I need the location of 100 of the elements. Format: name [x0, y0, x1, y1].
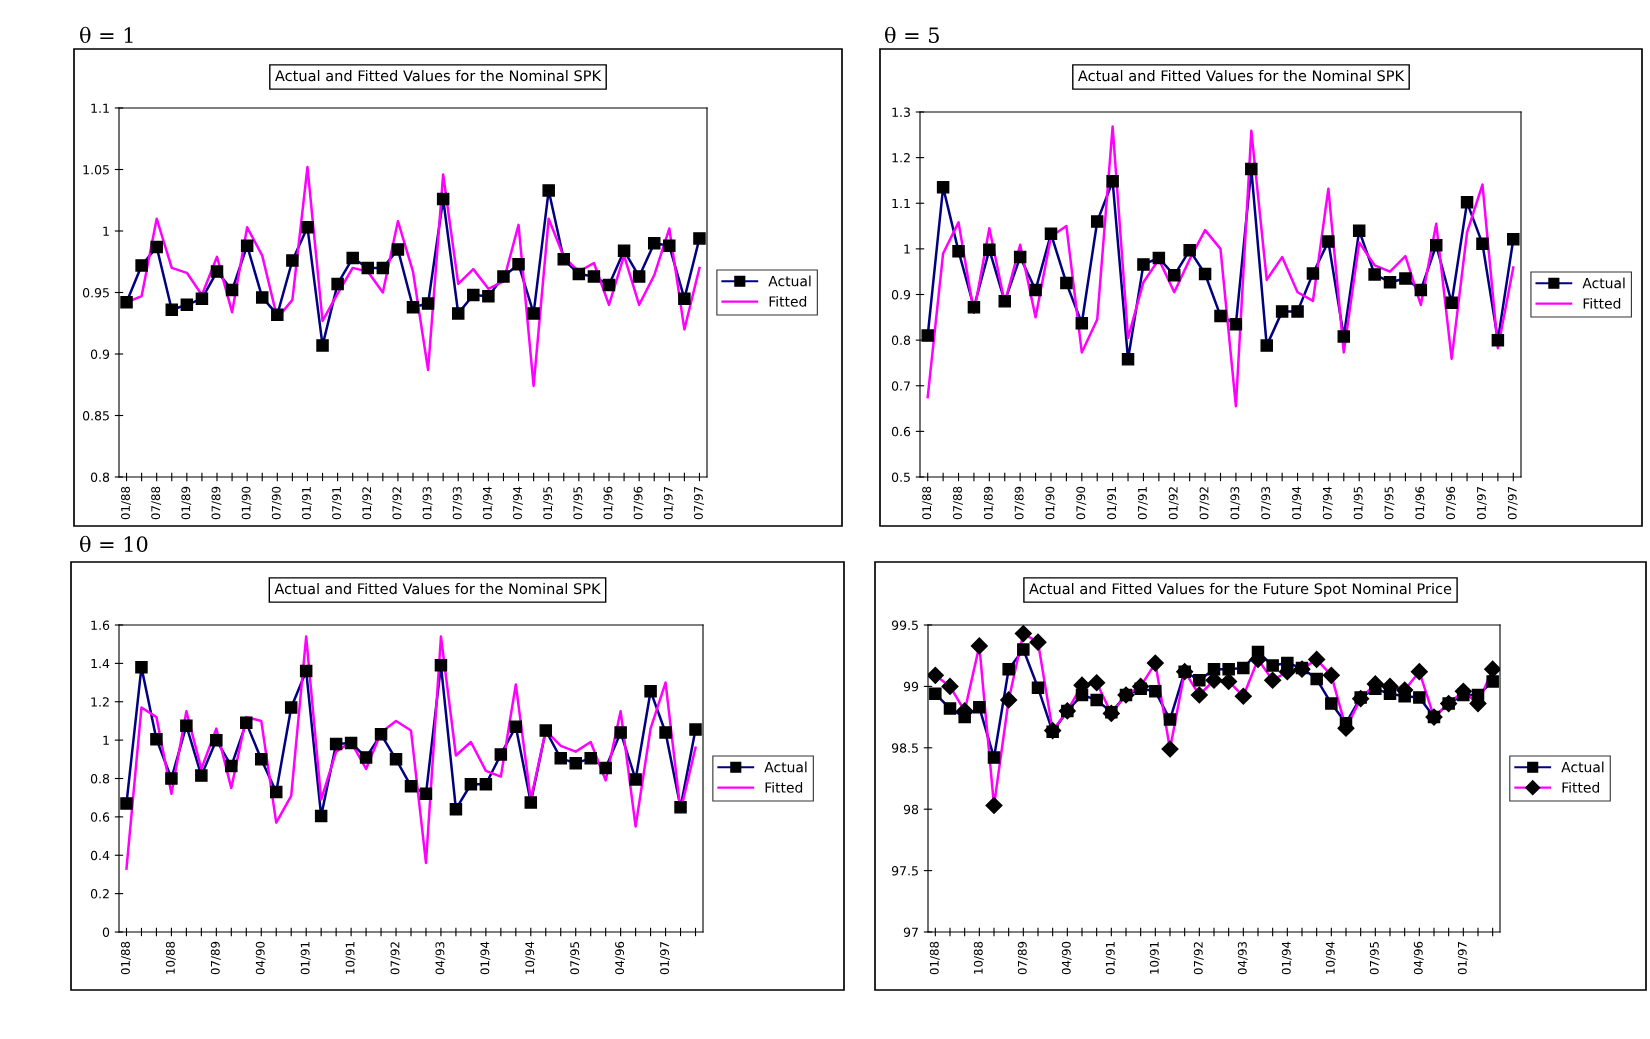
x-tick-label: 01/88: [121, 486, 131, 520]
legend-label: Fitted: [1583, 297, 1621, 309]
x-tick-label: 01/88: [922, 486, 933, 520]
x-tick-label: 07/92: [1199, 487, 1210, 520]
y-tick-label: 97.5: [891, 866, 918, 876]
chart-title: Actual and Fitted Values for the Future Spot Nominal Price: [1029, 582, 1452, 598]
chart-title: Actual and Fitted Values for the Nominal SPK: [1078, 69, 1405, 82]
x-tick-label: 01/91: [300, 942, 311, 975]
legend-label: Fitted: [1562, 781, 1600, 793]
legend-label: Fitted: [769, 295, 807, 307]
text: θ = 5: [885, 26, 939, 44]
x-tick-label: 07/89: [1017, 941, 1028, 975]
x-tick-label: 04/96: [615, 941, 625, 975]
y-tick-label: 1.1: [892, 198, 910, 208]
x-tick-label: 01/96: [603, 486, 614, 520]
x-tick-label: 10/94: [525, 941, 536, 974]
x-tick-label: 01/94: [1292, 486, 1302, 520]
x-tick-label: 07/97: [693, 487, 704, 520]
x-tick-label: 01/95: [1353, 487, 1364, 520]
y-tick-label: 0.4: [90, 850, 110, 861]
y-tick-label: 0.95: [82, 287, 109, 298]
y-tick-label: 0.6: [891, 426, 911, 437]
x-tick-label: 07/92: [392, 487, 403, 520]
x-tick-label: 01/91: [1105, 942, 1116, 975]
y-tick-label: 99: [903, 681, 919, 692]
x-tick-label: 07/91: [1137, 487, 1148, 520]
y-tick-label: 97: [903, 927, 918, 937]
legend-label: Actual: [764, 761, 807, 773]
x-tick-label: 01/97: [1476, 487, 1487, 520]
y-tick-label: 0.6: [90, 812, 110, 822]
y-tick-label: 98: [903, 804, 919, 815]
y-tick-label: 1.05: [83, 164, 109, 175]
x-tick-label: 04/90: [1061, 941, 1072, 975]
x-tick-label: 01/89: [181, 486, 192, 520]
y-tick-label: 1: [103, 735, 109, 745]
y-tick-label: 1.2: [91, 697, 109, 707]
x-tick-label: 04/93: [435, 941, 446, 975]
x-tick-label: 01/95: [543, 487, 554, 520]
x-tick-label: 10/91: [345, 942, 356, 974]
x-tick-label: 07/93: [1261, 486, 1272, 520]
legend-label: Fitted: [765, 781, 803, 793]
x-tick-label: 07/93: [452, 486, 463, 520]
y-tick-label: 0: [102, 927, 110, 937]
y-tick-label: 0.2: [90, 889, 109, 899]
x-tick-label: 07/96: [1446, 486, 1457, 520]
y-tick-label: 98.5: [891, 743, 918, 753]
x-tick-label: 07/90: [1076, 486, 1087, 520]
y-tick-label: 1.6: [91, 620, 110, 630]
text: θ = 1: [80, 26, 133, 43]
x-tick-label: 04/90: [255, 941, 266, 975]
x-tick-label: 01/88: [120, 941, 131, 975]
x-tick-label: 07/89: [210, 941, 221, 975]
x-tick-label: 01/93: [422, 486, 433, 520]
y-tick-label: 0.8: [891, 335, 911, 346]
x-tick-label: 07/95: [1369, 942, 1380, 975]
y-tick-label: 1: [904, 244, 910, 254]
x-tick-label: 10/88: [973, 941, 984, 974]
y-tick-label: 0.9: [891, 289, 911, 300]
x-tick-label: 07/94: [513, 486, 523, 520]
x-tick-label: 01/91: [301, 487, 312, 520]
x-tick-label: 07/90: [271, 486, 282, 520]
x-tick-label: 01/97: [663, 487, 674, 520]
x-tick-label: 01/94: [482, 486, 493, 520]
x-tick-label: 07/92: [1193, 942, 1204, 975]
x-tick-label: 01/96: [1415, 486, 1426, 520]
x-tick-label: 01/94: [480, 941, 491, 975]
y-tick-label: 0.7: [891, 381, 910, 391]
y-tick-label: 1.2: [892, 153, 910, 163]
x-tick-label: 10/88: [165, 941, 176, 974]
y-tick-label: 1.3: [892, 107, 910, 117]
chart-title: Actual and Fitted Values for the Nominal SPK: [274, 582, 601, 595]
x-tick-label: 07/95: [573, 487, 584, 520]
x-tick-label: 01/90: [241, 486, 252, 520]
x-tick-label: 04/96: [1413, 941, 1424, 975]
x-tick-label: 07/95: [570, 942, 581, 975]
x-tick-label: 04/93: [1237, 941, 1248, 975]
y-tick-label: 0.5: [891, 472, 910, 482]
x-tick-label: 01/92: [362, 487, 373, 520]
chart-title: Actual and Fitted Values for the Nominal SPK: [275, 69, 602, 82]
x-tick-label: 01/97: [1457, 942, 1468, 975]
x-tick-label: 01/94: [1281, 941, 1292, 975]
x-tick-label: 07/89: [211, 486, 222, 520]
x-tick-label: 07/94: [1322, 486, 1333, 520]
y-tick-label: 1: [103, 226, 109, 236]
x-tick-label: 07/95: [1384, 487, 1395, 520]
y-tick-label: 0.85: [82, 410, 109, 421]
x-tick-label: 01/92: [1168, 487, 1179, 520]
x-tick-label: 10/91: [1149, 942, 1160, 974]
y-tick-label: 1.4: [91, 659, 110, 669]
x-tick-label: 01/90: [1045, 486, 1056, 520]
x-tick-label: 07/96: [633, 486, 644, 520]
x-tick-label: 07/92: [390, 942, 401, 975]
x-tick-label: 01/89: [983, 486, 994, 520]
x-tick-label: 01/97: [660, 942, 670, 975]
x-tick-label: 07/89: [1014, 486, 1025, 520]
x-tick-label: 10/94: [1325, 941, 1336, 974]
legend-label: Actual: [1582, 277, 1625, 289]
y-tick-label: 0.8: [90, 472, 110, 482]
x-tick-label: 07/88: [151, 486, 162, 520]
y-tick-label: 99.5: [891, 620, 918, 630]
